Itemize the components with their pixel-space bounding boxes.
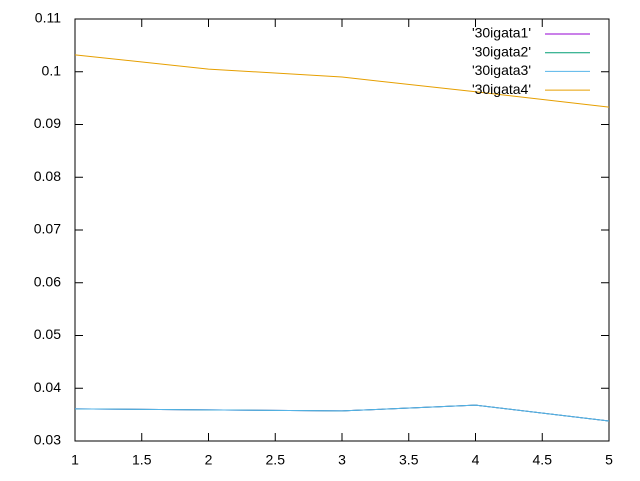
y-tick-label: 0.08 — [34, 168, 61, 184]
legend-label: '30igata1' — [472, 25, 531, 41]
legend-label: '30igata3' — [472, 62, 531, 78]
y-tick-label: 0.03 — [34, 432, 61, 448]
y-tick-label: 0.04 — [34, 379, 61, 395]
legend-label: '30igata4' — [472, 81, 531, 97]
series-line — [74, 404, 610, 422]
x-tick-label: 5 — [605, 452, 613, 468]
y-tick-label: 0.11 — [35, 10, 61, 26]
legend-label: '30igata2' — [472, 43, 531, 59]
x-tick-label: 1 — [71, 452, 79, 468]
y-tick-label: 0.07 — [34, 221, 61, 237]
series-line — [74, 54, 610, 108]
x-tick-label: 1.5 — [132, 452, 152, 468]
x-tick-label: 4.5 — [533, 452, 553, 468]
y-tick-label: 0.05 — [34, 326, 61, 342]
y-tick-label: 0.06 — [34, 273, 61, 289]
x-tick-label: 2 — [205, 452, 213, 468]
x-tick-label: 3.5 — [399, 452, 419, 468]
x-tick-label: 4 — [472, 452, 480, 468]
plot-border — [74, 18, 610, 442]
y-tick-label: 0.1 — [42, 62, 62, 78]
x-tick-label: 2.5 — [266, 452, 286, 468]
y-tick-label: 0.09 — [34, 115, 61, 131]
x-tick-label: 3 — [338, 452, 346, 468]
